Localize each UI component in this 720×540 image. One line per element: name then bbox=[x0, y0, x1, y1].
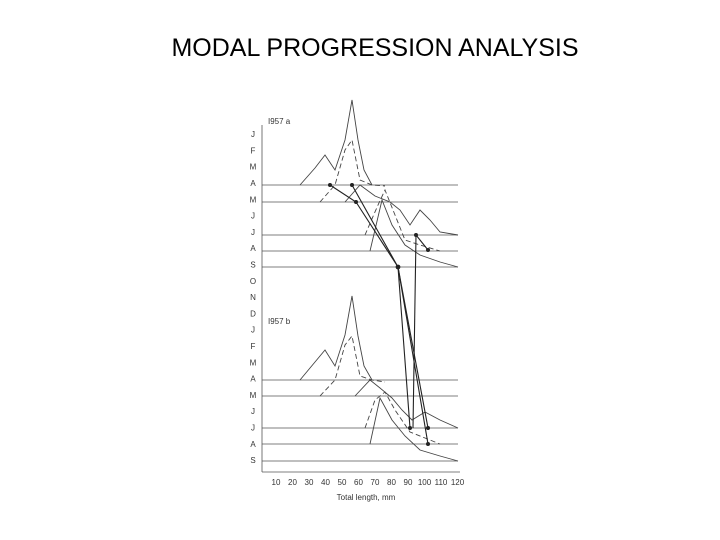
month-label: J bbox=[251, 424, 255, 433]
month-label: S bbox=[250, 261, 255, 270]
x-tick-label: 80 bbox=[387, 478, 396, 487]
curve bbox=[319, 334, 386, 397]
month-label: J bbox=[251, 212, 255, 221]
month-label: A bbox=[250, 179, 256, 188]
progression-line bbox=[329, 184, 411, 429]
curve bbox=[369, 198, 459, 268]
x-tick-label: 60 bbox=[354, 478, 363, 487]
panel-label: I957 b bbox=[268, 317, 291, 326]
x-tick-label: 100 bbox=[418, 478, 432, 487]
x-tick-label: 50 bbox=[338, 478, 347, 487]
mode-dot bbox=[408, 426, 412, 430]
x-tick-label: 70 bbox=[371, 478, 380, 487]
month-label: N bbox=[250, 293, 256, 302]
mode-dot bbox=[395, 264, 401, 270]
month-label: D bbox=[250, 309, 256, 318]
slide-title: MODAL PROGRESSION ANALYSIS bbox=[171, 34, 579, 62]
x-axis-label: Total length, mm bbox=[337, 493, 396, 502]
month-label: J bbox=[251, 407, 255, 416]
panel-label: I957 a bbox=[268, 117, 291, 126]
month-label: M bbox=[250, 195, 257, 204]
progression-line bbox=[412, 234, 417, 429]
mode-dot bbox=[328, 183, 332, 187]
progression-line bbox=[397, 266, 429, 429]
curve bbox=[299, 99, 373, 186]
progression-line bbox=[351, 184, 429, 445]
mode-dot bbox=[426, 426, 430, 430]
curve bbox=[364, 188, 441, 252]
mode-dot bbox=[426, 248, 430, 252]
month-label: A bbox=[250, 440, 256, 449]
x-tick-label: 30 bbox=[305, 478, 314, 487]
curve bbox=[344, 184, 459, 236]
mode-dot bbox=[414, 233, 418, 237]
curve bbox=[299, 295, 373, 381]
month-label: S bbox=[250, 456, 255, 465]
month-label: M bbox=[250, 391, 257, 400]
month-label: F bbox=[251, 342, 256, 351]
month-label: M bbox=[250, 358, 257, 367]
month-label: A bbox=[250, 244, 256, 253]
curve bbox=[354, 379, 459, 429]
month-label: J bbox=[251, 326, 255, 335]
x-tick-label: 40 bbox=[321, 478, 330, 487]
mode-dot bbox=[350, 183, 354, 187]
x-tick-label: 120 bbox=[451, 478, 465, 487]
mode-dot bbox=[354, 200, 358, 204]
curve bbox=[364, 391, 441, 445]
figure-art bbox=[261, 99, 460, 473]
curve bbox=[369, 396, 459, 462]
month-label: J bbox=[251, 228, 255, 237]
x-tick-label: 90 bbox=[404, 478, 413, 487]
x-tick-label: 20 bbox=[288, 478, 297, 487]
x-tick-label: 110 bbox=[435, 478, 448, 487]
curve bbox=[319, 138, 386, 203]
month-label: A bbox=[250, 375, 256, 384]
x-tick-label: 10 bbox=[272, 478, 281, 487]
month-label: J bbox=[251, 130, 255, 139]
mode-dot bbox=[426, 442, 430, 446]
month-label: F bbox=[251, 146, 256, 155]
month-label: O bbox=[250, 277, 256, 286]
progression-line bbox=[415, 234, 429, 251]
month-label: M bbox=[250, 163, 257, 172]
